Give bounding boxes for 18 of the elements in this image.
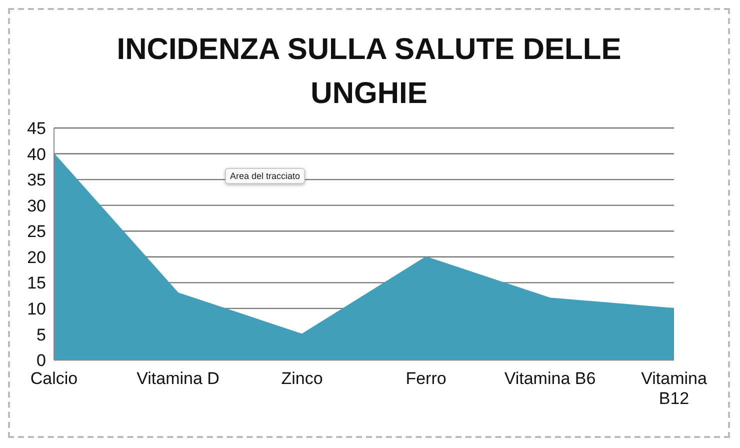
y-tick-label: 45 [27,119,46,138]
x-tick-label: Vitamina B6 [504,369,596,388]
x-tick-label: Calcio [30,369,78,388]
y-tick-label: 40 [27,144,46,164]
x-tick-label: Zinco [281,369,323,388]
y-tick-label: 10 [27,299,46,318]
x-tick-label: Vitamina B12 [641,369,708,408]
annotation: Area del tracciato [225,168,306,184]
y-tick-label: 30 [27,196,46,216]
y-tick-label: 20 [27,248,46,267]
y-tick-label: 0 [36,351,46,370]
y-tick-label: 15 [27,274,46,293]
x-tick-label: Ferro [406,369,446,388]
y-tick-label: 5 [36,325,46,344]
chart-title: INCIDENZA SULLA SALUTE DELLE UNGHIE [116,32,622,112]
y-tick-label: 35 [27,170,46,190]
x-tick-label: Vitamina D [136,369,220,388]
y-tick-label: 25 [27,222,46,242]
